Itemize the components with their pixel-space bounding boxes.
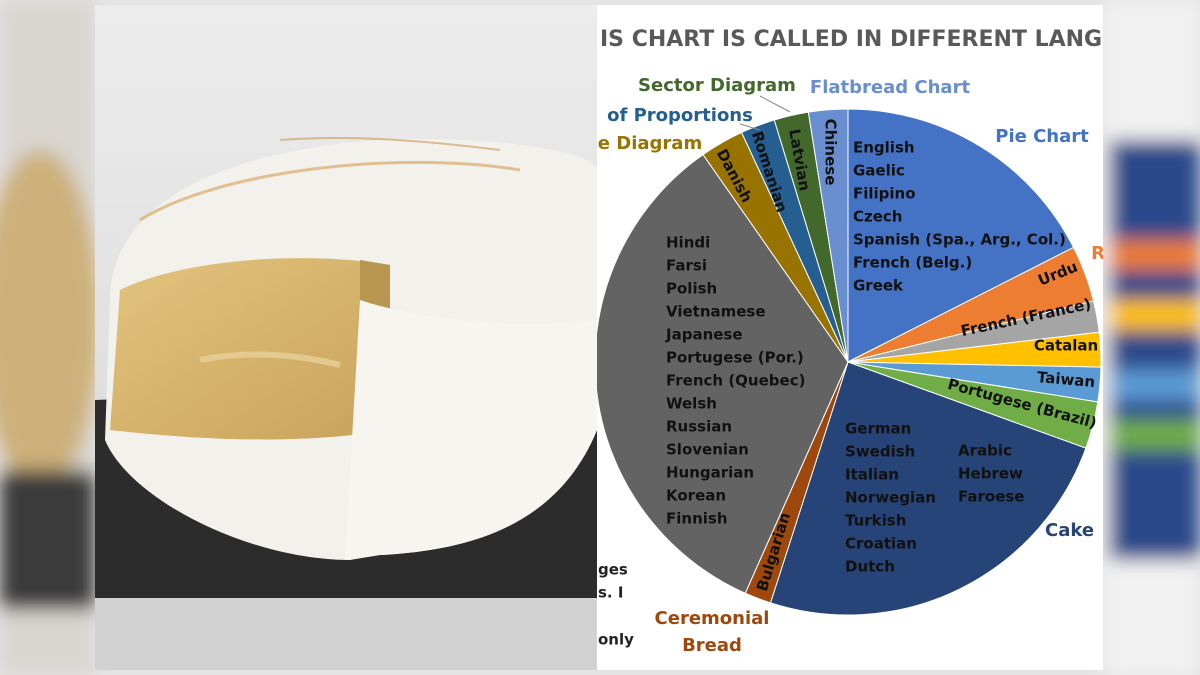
slice-language: Vietnamese <box>666 303 766 321</box>
cheese-photo <box>95 5 597 670</box>
slice-language: Hungarian <box>666 464 754 482</box>
slice-language: Gaelic <box>853 162 905 180</box>
slice-label: Sector Diagram <box>638 75 796 96</box>
pie-slice <box>847 108 1075 363</box>
slice-label: Flatbread Chart <box>810 77 971 98</box>
slice-language: Italian <box>845 466 899 484</box>
slice-language: Welsh <box>666 395 717 413</box>
slice-language: Chinese <box>822 119 840 186</box>
slice-language: Polish <box>666 280 717 298</box>
slice-language: Catalan <box>1034 337 1098 355</box>
slice-language: Filipino <box>853 185 916 203</box>
slice-language: Hindi <box>666 234 710 252</box>
slice-language: Finnish <box>666 510 728 528</box>
leader-line <box>739 123 761 131</box>
slice-language: Spanish (Spa., Arg., Col.) <box>853 231 1066 249</box>
text-fragment: ges <box>598 561 628 579</box>
slice-language: Greek <box>853 277 904 295</box>
slice-language: Czech <box>853 208 902 226</box>
slice-language: French (Quebec) <box>666 372 805 390</box>
slice-label: Ceremonial Bread <box>655 608 770 656</box>
pie-slice <box>807 108 849 363</box>
text-fragment: only <box>598 631 634 649</box>
slice-language: Faroese <box>958 488 1024 506</box>
slice-language: English <box>853 139 915 157</box>
slice-language: Russian <box>666 418 732 436</box>
pie-slice <box>597 153 849 594</box>
slice-language: Arabic <box>958 442 1012 460</box>
slice-language: Croatian <box>845 535 917 553</box>
slice-language: Slovenian <box>666 441 749 459</box>
slice-language: Farsi <box>666 257 707 275</box>
slice-language: French (Belg.) <box>853 254 972 272</box>
text-fragment: s. I <box>598 584 623 602</box>
slice-language: Norwegian <box>845 489 936 507</box>
slice-language: Taiwan <box>1036 368 1096 391</box>
leader-line <box>759 95 791 113</box>
chart-panel: IS CHART IS CALLED IN DIFFERENT LANGU En… <box>597 5 1120 670</box>
slice-label: R <box>1091 243 1105 264</box>
slice-label: of Proportions <box>607 105 753 126</box>
slice-language: Japanese <box>665 326 743 344</box>
pie-slice <box>769 361 1087 616</box>
slice-language: Turkish <box>845 512 906 530</box>
slice-language: Hebrew <box>958 465 1023 483</box>
slice-language: Swedish <box>845 443 915 461</box>
slice-language: Portugese (Por.) <box>666 349 804 367</box>
slice-language: German <box>845 420 911 438</box>
slice-label: Pie Chart <box>995 126 1089 147</box>
chart-title: IS CHART IS CALLED IN DIFFERENT LANGU <box>600 27 1120 52</box>
slice-language: Korean <box>666 487 726 505</box>
slice-label: Cake <box>1045 520 1094 541</box>
slice-language: Dutch <box>845 558 895 576</box>
slice-label: e Diagram <box>598 133 702 154</box>
